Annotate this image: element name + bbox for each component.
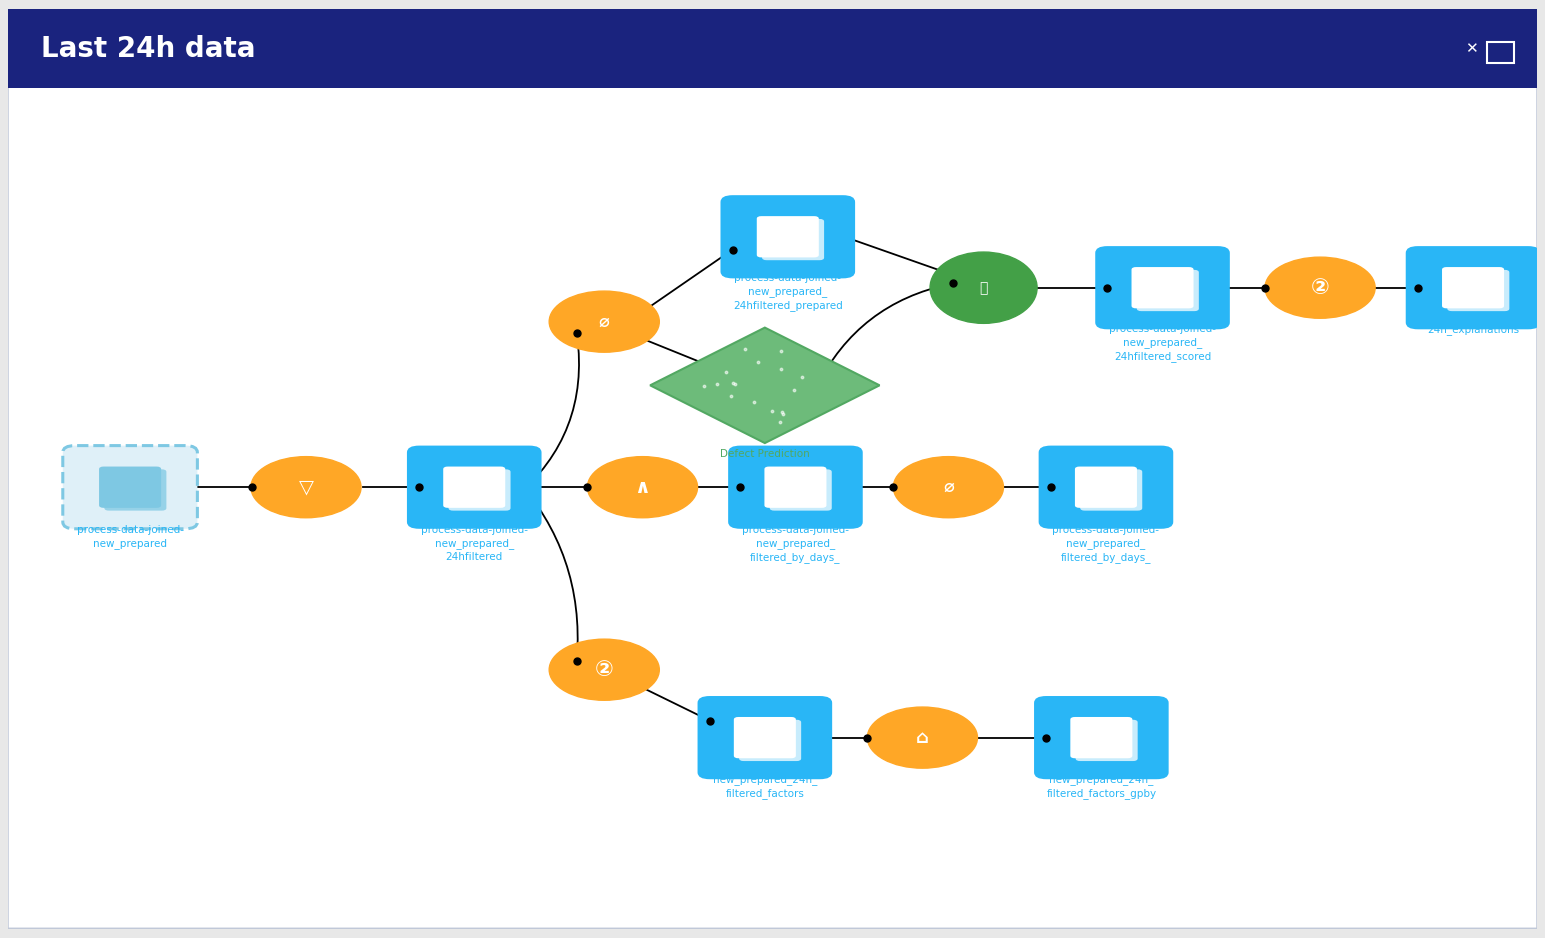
Text: ⌀: ⌀ [942,478,953,496]
FancyBboxPatch shape [1095,246,1230,329]
Text: process-data-joined-
new_prepared_
24hfiltered_prepared: process-data-joined- new_prepared_ 24hfi… [732,273,842,311]
FancyBboxPatch shape [107,476,134,488]
Text: process-data-joined-
new_prepared: process-data-joined- new_prepared [77,524,184,549]
Text: ②: ② [1310,278,1330,297]
Circle shape [867,707,978,768]
FancyBboxPatch shape [1406,246,1540,329]
Text: ▽: ▽ [298,477,314,497]
FancyBboxPatch shape [1449,276,1477,288]
FancyBboxPatch shape [1131,267,1194,309]
Text: 🏆: 🏆 [980,280,987,295]
FancyBboxPatch shape [1448,270,1509,311]
FancyArrowPatch shape [514,477,578,658]
Text: ⌀: ⌀ [599,312,610,331]
FancyBboxPatch shape [99,466,161,507]
Circle shape [587,457,697,518]
Text: Defect Prediction: Defect Prediction [720,449,810,459]
Text: Last 24h data: Last 24h data [42,35,256,63]
Text: ✕: ✕ [1465,41,1479,56]
FancyBboxPatch shape [771,476,800,488]
FancyBboxPatch shape [728,446,862,529]
Text: new_prepared_24h_
filtered_factors: new_prepared_24h_ filtered_factors [712,774,817,799]
FancyBboxPatch shape [450,476,479,488]
FancyBboxPatch shape [757,216,819,257]
FancyBboxPatch shape [734,717,796,758]
Circle shape [548,639,660,701]
FancyBboxPatch shape [100,473,128,485]
FancyBboxPatch shape [1075,466,1137,507]
FancyBboxPatch shape [1038,446,1173,529]
Text: 24h_explanations: 24h_explanations [1428,325,1519,335]
Text: process-data-joined-
new_prepared_
filtered_by_days_: process-data-joined- new_prepared_ filte… [742,524,848,563]
Text: process-data-joined-
new_prepared_
24hfiltered_scored: process-data-joined- new_prepared_ 24hfi… [1109,325,1216,362]
FancyBboxPatch shape [1139,276,1166,288]
FancyBboxPatch shape [445,473,473,485]
Polygon shape [650,327,879,443]
FancyBboxPatch shape [1034,696,1168,779]
FancyArrowPatch shape [817,284,950,387]
FancyBboxPatch shape [1077,726,1106,738]
FancyBboxPatch shape [763,225,793,237]
FancyBboxPatch shape [8,9,1537,929]
FancyBboxPatch shape [765,466,827,507]
Text: ⌂: ⌂ [916,729,929,747]
Text: ②: ② [595,659,613,680]
FancyBboxPatch shape [769,469,831,510]
Circle shape [1265,257,1375,318]
FancyBboxPatch shape [448,469,510,510]
FancyBboxPatch shape [63,446,198,529]
FancyBboxPatch shape [1132,273,1160,285]
FancyBboxPatch shape [720,195,854,279]
FancyBboxPatch shape [1137,270,1199,311]
FancyBboxPatch shape [739,719,802,761]
FancyBboxPatch shape [740,726,769,738]
Circle shape [548,291,660,353]
FancyBboxPatch shape [8,9,1537,87]
FancyBboxPatch shape [759,222,785,234]
FancyBboxPatch shape [735,723,763,735]
FancyBboxPatch shape [766,473,793,485]
Circle shape [893,457,1003,518]
FancyBboxPatch shape [1080,469,1142,510]
FancyBboxPatch shape [1071,717,1132,758]
FancyBboxPatch shape [1077,473,1103,485]
FancyBboxPatch shape [406,446,542,529]
FancyBboxPatch shape [105,469,167,510]
FancyBboxPatch shape [762,219,823,260]
Ellipse shape [930,252,1037,324]
FancyBboxPatch shape [1075,719,1137,761]
Circle shape [250,457,362,518]
Text: process-data-joined-
new_prepared_
filtered_by_days_: process-data-joined- new_prepared_ filte… [1052,524,1159,563]
Text: ∧: ∧ [635,477,650,497]
FancyBboxPatch shape [1443,273,1471,285]
FancyBboxPatch shape [1441,267,1503,309]
Text: new_prepared_24h_
filtered_factors_gpby: new_prepared_24h_ filtered_factors_gpby [1046,774,1156,799]
Text: process-data-joined-
new_prepared_
24hfiltered: process-data-joined- new_prepared_ 24hfi… [420,524,528,562]
FancyBboxPatch shape [1072,723,1098,735]
FancyArrowPatch shape [514,336,579,498]
FancyBboxPatch shape [697,696,833,779]
FancyBboxPatch shape [443,466,505,507]
FancyBboxPatch shape [1082,476,1109,488]
